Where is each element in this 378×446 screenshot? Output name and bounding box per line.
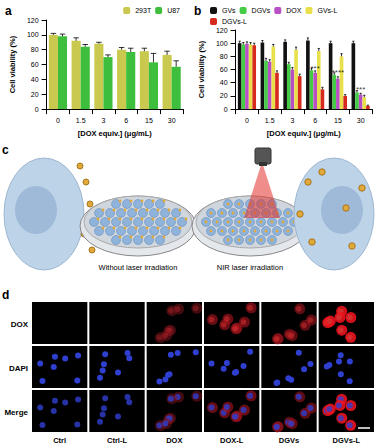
svg-text:GVs-L: GVs-L [317, 7, 337, 14]
svg-text:80: 80 [220, 53, 228, 60]
svg-text:3: 3 [290, 117, 294, 124]
svg-text:100: 100 [27, 31, 39, 38]
svg-text:****: **** [332, 68, 344, 77]
svg-text:120: 120 [216, 27, 228, 34]
svg-text:120: 120 [27, 17, 39, 24]
svg-text:0: 0 [245, 117, 249, 124]
svg-text:Ctrl: Ctrl [53, 436, 66, 445]
svg-text:1.5: 1.5 [265, 117, 275, 124]
svg-text:0: 0 [35, 106, 39, 113]
svg-text:Ctrl-L: Ctrl-L [107, 436, 127, 445]
svg-text:[DOX equiv.] (μg/mL): [DOX equiv.] (μg/mL) [267, 129, 342, 138]
svg-text:DOX: DOX [166, 436, 182, 445]
svg-text:293T: 293T [135, 7, 152, 14]
svg-text:DGVs-L: DGVs-L [333, 436, 361, 445]
svg-text:6: 6 [124, 117, 128, 124]
svg-text:30: 30 [357, 117, 365, 124]
svg-text:a: a [5, 4, 12, 18]
svg-text:1.5: 1.5 [76, 117, 86, 124]
svg-text:15: 15 [145, 117, 153, 124]
svg-text:[DOX equiv.] (μg/mL): [DOX equiv.] (μg/mL) [78, 129, 153, 138]
svg-text:GVs: GVs [222, 7, 236, 14]
svg-text:***: *** [356, 85, 365, 94]
svg-text:DOX: DOX [11, 320, 29, 329]
svg-text:Merge: Merge [4, 408, 28, 417]
svg-text:40: 40 [220, 79, 228, 86]
svg-text:60: 60 [220, 66, 228, 73]
svg-text:6: 6 [313, 117, 317, 124]
svg-text:DOX-L: DOX-L [220, 436, 244, 445]
svg-text:U87: U87 [167, 7, 180, 14]
svg-text:Cell viability (%): Cell viability (%) [197, 40, 206, 98]
svg-text:60: 60 [31, 61, 39, 68]
svg-text:d: d [2, 288, 9, 302]
svg-text:***: *** [310, 64, 319, 73]
svg-text:NIR laser irradiation: NIR laser irradiation [217, 263, 283, 272]
svg-text:DGVs: DGVs [252, 7, 271, 14]
svg-text:15: 15 [334, 117, 342, 124]
svg-text:DAPI: DAPI [9, 364, 28, 373]
svg-text:0: 0 [224, 106, 228, 113]
svg-text:DGVs: DGVs [279, 436, 299, 445]
svg-text:Cell viability (%): Cell viability (%) [8, 35, 17, 93]
svg-text:3: 3 [101, 117, 105, 124]
svg-text:30: 30 [168, 117, 176, 124]
svg-text:c: c [2, 143, 9, 157]
svg-text:20: 20 [31, 91, 39, 98]
svg-text:Without laser irradiation: Without laser irradiation [99, 263, 178, 272]
svg-text:80: 80 [31, 46, 39, 53]
svg-text:DGVs-L: DGVs-L [222, 18, 247, 25]
svg-text:40: 40 [31, 76, 39, 83]
svg-text:b: b [194, 4, 201, 18]
svg-text:20: 20 [220, 92, 228, 99]
svg-text:0: 0 [56, 117, 60, 124]
svg-text:DOX: DOX [286, 7, 302, 14]
svg-text:100: 100 [216, 40, 228, 47]
